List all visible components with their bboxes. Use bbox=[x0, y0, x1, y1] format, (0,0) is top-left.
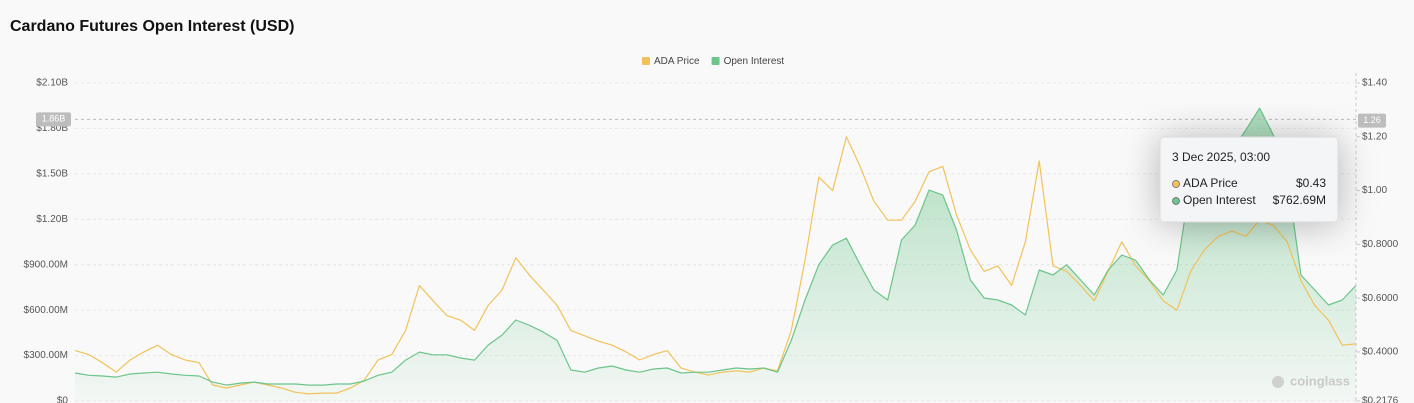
watermark: coinglass bbox=[1290, 373, 1350, 388]
crosshair-label: 1.86B bbox=[42, 114, 66, 124]
y2-tick-label: $0.2176 bbox=[1362, 396, 1399, 403]
y-tick-label: $2.10B bbox=[36, 78, 68, 89]
legend-label: Open Interest bbox=[724, 56, 785, 67]
legend: ADA Price Open Interest bbox=[642, 56, 784, 67]
y2-tick-label: $0.8000 bbox=[1362, 239, 1399, 250]
tooltip-value: $0.43 bbox=[1296, 176, 1326, 190]
crosshair-label: 1.26 bbox=[1363, 115, 1381, 125]
y2-tick-label: $1.00 bbox=[1362, 185, 1387, 196]
tooltip-name: Open Interest bbox=[1183, 193, 1256, 207]
crosshair-label-box bbox=[36, 112, 71, 127]
tooltip-box bbox=[1159, 136, 1339, 223]
chart-title: Cardano Futures Open Interest (USD) bbox=[10, 18, 294, 35]
y2-tick-label: $1.40 bbox=[1362, 78, 1387, 89]
y-tick-label: $1.20B bbox=[36, 214, 68, 225]
tooltip-marker bbox=[1172, 180, 1180, 188]
y2-tick-label: $1.20 bbox=[1362, 131, 1387, 142]
tooltip-title: 3 Dec 2025, 03:00 bbox=[1172, 150, 1270, 164]
y-tick-label: $1.50B bbox=[36, 168, 68, 179]
y-tick-label: $900.00M bbox=[24, 259, 68, 270]
y2-tick-label: $0.4000 bbox=[1362, 347, 1399, 358]
tooltip-name: ADA Price bbox=[1183, 176, 1238, 190]
y-tick-label: $600.00M bbox=[24, 305, 68, 316]
tooltip: 3 Dec 2025, 03:00 ADA Price $0.43 Open Inte… bbox=[1159, 136, 1339, 223]
y-tick-label: $1.80B bbox=[36, 123, 68, 134]
y-tick-label: $0 bbox=[57, 396, 69, 403]
area-fill bbox=[75, 108, 1356, 401]
tooltip-value: $762.69M bbox=[1273, 193, 1326, 207]
legend-label: ADA Price bbox=[654, 56, 700, 67]
watermark-icon bbox=[1272, 376, 1284, 388]
legend-swatch bbox=[711, 57, 720, 65]
y2-tick-label: $0.6000 bbox=[1362, 293, 1399, 304]
crosshair-label-box bbox=[1358, 113, 1386, 128]
series-line bbox=[74, 107, 1357, 386]
legend-swatch bbox=[642, 57, 650, 65]
y-tick-label: $300.00M bbox=[24, 350, 68, 361]
series-line bbox=[74, 136, 1357, 395]
tooltip-marker bbox=[1172, 197, 1180, 205]
